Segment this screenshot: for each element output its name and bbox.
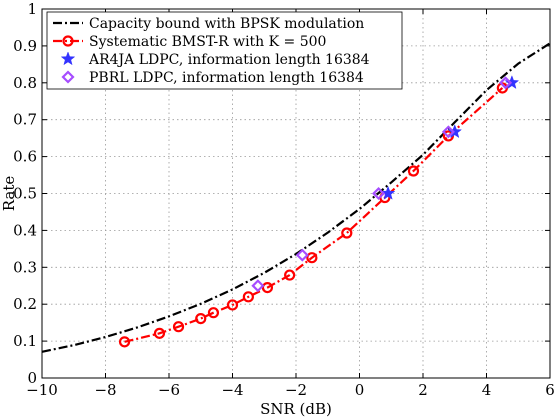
- series-line: [41, 42, 551, 353]
- circle-marker: [195, 312, 207, 325]
- x-axis-label: SNR (dB): [260, 400, 332, 418]
- x-tick-label: 6: [545, 381, 555, 399]
- y-axis-label: Rate: [0, 176, 18, 212]
- circle-marker: [226, 299, 239, 311]
- x-tick-label: −8: [94, 381, 116, 399]
- circle-marker: [153, 327, 166, 339]
- circle-marker: [261, 281, 274, 294]
- y-tick-label: 0.4: [13, 221, 37, 239]
- y-tick-label: 0.8: [13, 74, 37, 92]
- series-1: [118, 82, 508, 348]
- x-tick-label: −4: [221, 381, 243, 399]
- legend: Capacity bound with BPSK modulation Syste…: [46, 11, 403, 90]
- circle-marker: [306, 252, 318, 264]
- y-tick-label: 0.7: [13, 111, 37, 129]
- diamond-marker: [61, 70, 75, 84]
- y-tick-label: 0.1: [13, 332, 37, 350]
- plot-series: [41, 42, 551, 353]
- circle-marker: [242, 291, 254, 303]
- circle-marker: [62, 35, 74, 47]
- y-tick-label: 0: [27, 369, 37, 387]
- circle-marker: [341, 227, 353, 239]
- circle-marker: [207, 307, 220, 319]
- x-tick-label: 4: [482, 381, 492, 399]
- diamond-marker: [295, 248, 309, 262]
- x-tick-label: 2: [418, 381, 428, 399]
- legend-label: AR4JA LDPC, information length 16384: [88, 52, 370, 68]
- diamond-marker: [498, 76, 513, 90]
- legend-box: [46, 11, 403, 90]
- legend-entry-0: Capacity bound with BPSK modulation: [53, 16, 364, 32]
- series-3: [251, 76, 513, 293]
- y-tick-label: 0.5: [13, 185, 37, 203]
- x-tick-label: −10: [26, 381, 58, 399]
- legend-entry-1: Systematic BMST-R with K = 500: [53, 34, 326, 50]
- diamond-marker: [441, 125, 455, 139]
- axis-ticks: −10 −8 −6 −4 −2 0 2 4 6 0 0.1 0.2 0.3 0.4 0.5 0.6 0.7 0.8…: [13, 0, 555, 399]
- circle-marker: [172, 321, 185, 333]
- legend-label: PBRL LDPC, information length 16384: [89, 70, 364, 86]
- y-tick-label: 0.2: [13, 295, 37, 313]
- x-tick-label: −2: [285, 381, 307, 399]
- y-tick-label: 0.3: [13, 258, 37, 276]
- y-tick-label: 0.9: [13, 37, 37, 55]
- legend-entry-2: AR4JA LDPC, information length 16384: [60, 51, 370, 68]
- y-tick-label: 1: [27, 0, 37, 18]
- series-0: [41, 42, 551, 353]
- circle-marker: [407, 165, 420, 177]
- circle-marker: [118, 336, 131, 348]
- legend-entry-3: PBRL LDPC, information length 16384: [61, 70, 364, 86]
- x-tick-label: 0: [355, 381, 365, 399]
- circle-marker: [284, 269, 296, 281]
- diamond-marker: [371, 186, 386, 201]
- legend-label: Systematic BMST-R with K = 500: [89, 34, 326, 50]
- legend-label: Capacity bound with BPSK modulation: [89, 16, 364, 32]
- diamond-marker: [251, 279, 265, 293]
- star-marker: [60, 51, 76, 66]
- series-line: [124, 87, 504, 343]
- x-tick-label: −6: [158, 381, 180, 399]
- y-tick-label: 0.6: [13, 148, 37, 166]
- star-marker: [380, 185, 396, 200]
